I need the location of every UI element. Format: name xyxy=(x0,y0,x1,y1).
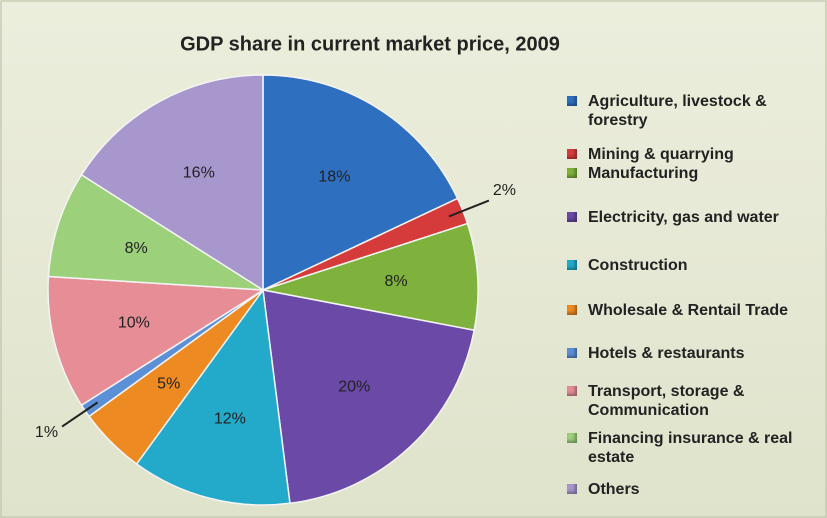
legend-label: Manufacturing xyxy=(588,165,699,182)
data-label: 16% xyxy=(183,164,215,181)
legend-label: Construction xyxy=(588,257,688,274)
legend-label: Financing insurance & real estate xyxy=(588,430,793,466)
legend-swatch xyxy=(567,348,577,358)
data-label: 5% xyxy=(157,375,180,392)
legend-label: Others xyxy=(588,481,640,498)
legend-entry: Transport, storage & Communication xyxy=(567,382,827,420)
legend-label: Wholesale & Rentail Trade xyxy=(588,302,789,319)
legend-swatch xyxy=(567,305,577,315)
leader-line xyxy=(448,199,490,218)
legend-entry: Hotels & restaurants xyxy=(567,344,827,363)
data-label: 8% xyxy=(125,240,148,257)
legend-entry: Mining & quarrying xyxy=(567,145,827,164)
legend-entry: Construction xyxy=(567,256,827,275)
legend-swatch xyxy=(567,433,577,443)
legend-swatch xyxy=(567,149,577,159)
legend-entry: Electricity, gas and water xyxy=(567,208,827,227)
legend-entry: Manufacturing xyxy=(567,164,827,183)
legend-entry: Others xyxy=(567,480,827,499)
pie-slice xyxy=(47,173,264,291)
legend-label: Hotels & restaurants xyxy=(588,345,745,362)
data-label: 20% xyxy=(338,378,370,395)
legend-swatch xyxy=(567,212,577,222)
legend-swatch xyxy=(567,484,577,494)
data-label: 8% xyxy=(384,273,407,290)
legend-entry: Wholesale & Rentail Trade xyxy=(567,301,827,320)
pie-slice xyxy=(262,289,476,505)
legend-swatch xyxy=(567,260,577,270)
legend-swatch xyxy=(567,96,577,106)
pie-slice xyxy=(262,222,479,332)
data-label: 10% xyxy=(118,314,150,331)
legend-label: Electricity, gas and water xyxy=(588,209,779,226)
legend-entry: Financing insurance & real estate xyxy=(567,429,827,467)
legend-entry: Agriculture, livestock & forestry xyxy=(567,92,827,130)
legend-label: Agriculture, livestock & forestry xyxy=(588,93,767,129)
pie-slice xyxy=(80,74,264,292)
legend-swatch xyxy=(567,386,577,396)
data-label: 18% xyxy=(318,169,350,186)
legend-swatch xyxy=(567,168,577,178)
legend-label: Transport, storage & Communication xyxy=(588,383,745,419)
pie-slice xyxy=(262,74,459,292)
chart-title: GDP share in current market price, 2009 xyxy=(180,33,560,55)
pie-slice xyxy=(47,275,266,407)
pie-slice xyxy=(135,288,291,506)
legend-label: Mining & quarrying xyxy=(588,146,734,163)
data-label: 12% xyxy=(214,410,246,427)
data-label: 1% xyxy=(35,424,58,441)
leader-line xyxy=(61,401,99,428)
data-label: 2% xyxy=(493,182,516,199)
